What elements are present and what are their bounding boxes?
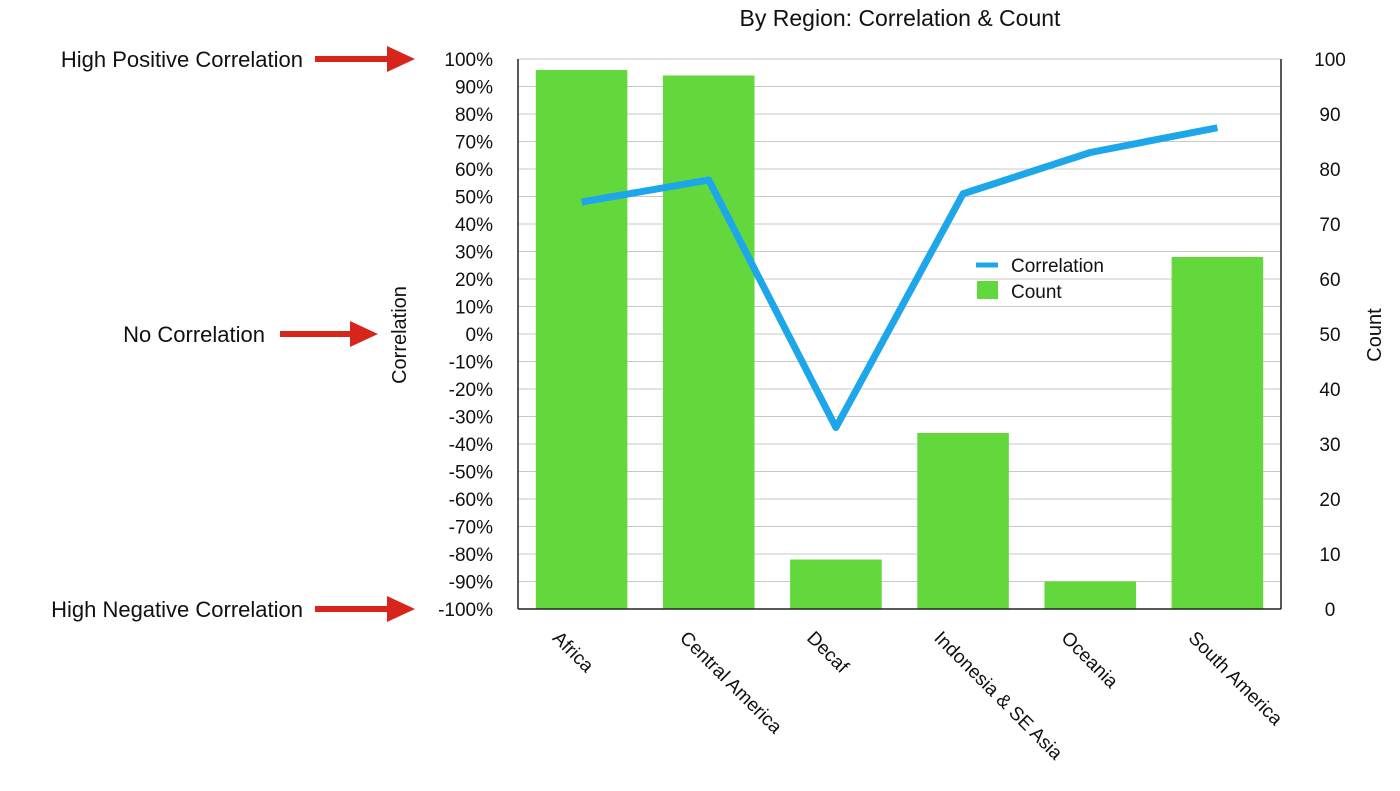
right-tick-label: 50	[1319, 325, 1340, 346]
annotation-arrow-head	[387, 46, 415, 72]
category-label: Decaf	[802, 628, 852, 678]
right-tick-label: 90	[1319, 105, 1340, 126]
left-tick-label: -20%	[449, 380, 493, 401]
right-tick-label: 40	[1319, 380, 1340, 401]
chart-title: By Region: Correlation & Count	[740, 5, 1061, 31]
left-axis-ticks: 100% 90% 80% 70% 60% 50% 40% 30% 20% 10% 0% -10% -20…	[438, 50, 493, 621]
bar-count	[790, 559, 882, 609]
left-tick-label: 100%	[444, 50, 493, 71]
right-tick-label: 70	[1319, 215, 1340, 236]
left-tick-label: 20%	[455, 270, 493, 291]
left-tick-label: -50%	[449, 463, 493, 484]
left-tick-label: -30%	[449, 408, 493, 429]
left-tick-label: 40%	[455, 215, 493, 236]
right-tick-label: 60	[1319, 270, 1340, 291]
left-tick-label: 50%	[455, 188, 493, 209]
left-tick-label: -40%	[449, 435, 493, 456]
annotation-arrow-head	[387, 596, 415, 622]
left-tick-label: 60%	[455, 160, 493, 181]
axes	[517, 59, 1282, 610]
bar-count	[662, 75, 755, 609]
left-tick-label: 90%	[455, 78, 493, 99]
legend-bar-swatch	[977, 281, 998, 299]
category-labels: Africa Central America Decaf Indonesia & SE…	[548, 628, 1286, 765]
category-label: Oceania	[1057, 628, 1122, 693]
left-tick-label: 0%	[466, 325, 494, 346]
left-tick-label: -90%	[449, 573, 493, 594]
bar-count	[535, 70, 628, 609]
category-label: Africa	[548, 628, 597, 677]
right-tick-label: 20	[1319, 490, 1340, 511]
left-tick-label: 70%	[455, 133, 493, 154]
grid	[518, 58, 1281, 610]
left-axis-title: Correlation	[389, 286, 411, 384]
annotation-label: High Positive Correlation	[61, 47, 303, 72]
right-tick-label: 0	[1325, 600, 1336, 621]
bar-count	[1044, 581, 1137, 609]
left-tick-label: -60%	[449, 490, 493, 511]
annotation-arrow-head	[350, 321, 378, 347]
left-tick-label: -70%	[449, 518, 493, 539]
annotation-label: High Negative Correlation	[51, 597, 303, 622]
right-tick-label: 10	[1319, 545, 1340, 566]
category-label: South America	[1184, 628, 1287, 731]
left-tick-label: 10%	[455, 298, 493, 319]
right-tick-label: 30	[1319, 435, 1340, 456]
right-axis-title: Count	[1364, 308, 1386, 362]
bars	[535, 70, 1264, 609]
correlation-line-layer	[580, 124, 1219, 431]
annotations: High Positive Correlation No Correlation H…	[51, 46, 415, 622]
legend: Correlation Count	[976, 256, 1104, 303]
bar-count	[917, 433, 1009, 609]
left-tick-label: -80%	[449, 545, 493, 566]
category-label: Indonesia & SE Asia	[930, 628, 1067, 765]
correlation-line	[580, 124, 1219, 431]
left-tick-label: 30%	[455, 243, 493, 264]
left-tick-label: 80%	[455, 105, 493, 126]
left-tick-label: -10%	[449, 353, 493, 374]
legend-label-correlation: Correlation	[1011, 256, 1104, 277]
right-tick-label: 100	[1314, 50, 1346, 71]
bar-count	[1171, 257, 1264, 609]
legend-label-count: Count	[1011, 282, 1062, 303]
category-label: Central America	[675, 628, 786, 739]
left-tick-label: -100%	[438, 600, 493, 621]
right-tick-label: 80	[1319, 160, 1340, 181]
annotation-label: No Correlation	[123, 322, 265, 347]
